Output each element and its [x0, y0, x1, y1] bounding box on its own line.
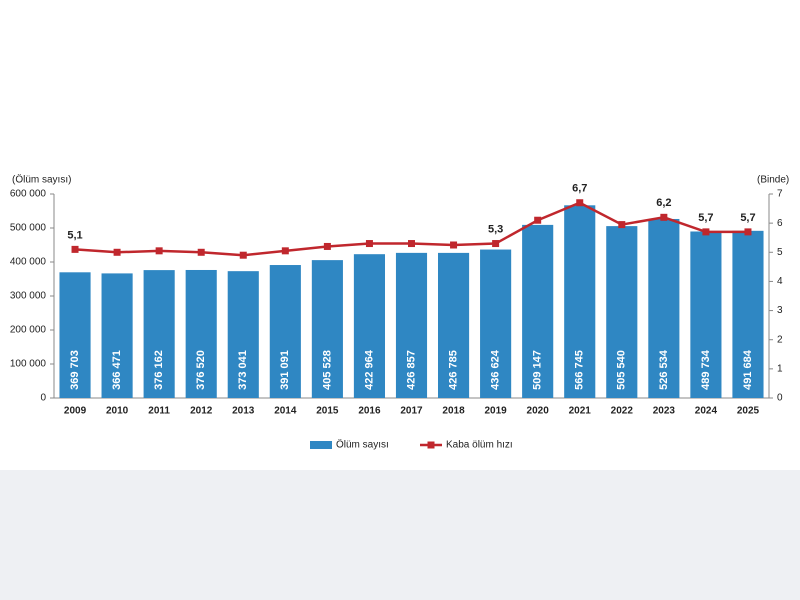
bar-value-label: 391 091 [279, 350, 291, 390]
bar [185, 269, 217, 398]
bar [437, 252, 470, 398]
bar-value-label: 509 147 [532, 350, 544, 390]
y2-tick-label: 4 [777, 276, 783, 287]
bar [311, 260, 343, 398]
x-tick-label: 2015 [316, 406, 339, 417]
y-tick-label: 0 [40, 393, 46, 404]
bar-value-label: 436 624 [490, 349, 502, 390]
y2-axis-label: (Binde) [757, 175, 789, 186]
y2-tick-label: 3 [777, 305, 783, 316]
bar-value-label: 405 528 [321, 350, 333, 390]
line-marker [71, 245, 79, 253]
bar-value-label: 369 703 [69, 350, 81, 390]
line [74, 201, 748, 257]
y2-tick-label: 7 [777, 189, 783, 200]
y2-tick-label: 5 [777, 247, 783, 258]
line-marker [660, 213, 668, 221]
x-tick-label: 2013 [232, 406, 255, 417]
bar-value-label: 376 520 [195, 350, 207, 390]
bar [227, 271, 259, 398]
x-tick-label: 2025 [737, 406, 760, 417]
line-marker [365, 240, 373, 248]
x-tick-label: 2011 [148, 406, 170, 417]
backdrop [0, 470, 800, 600]
x-tick-label: 2009 [64, 406, 87, 417]
bar-value-label: 426 857 [405, 350, 417, 390]
line-marker [323, 242, 331, 250]
bar [353, 254, 386, 398]
bar-value-label: 366 471 [111, 350, 123, 390]
line-value-label: 6,2 [656, 197, 671, 209]
bar [395, 252, 428, 398]
y2-tick-label: 0 [777, 393, 783, 404]
x-tick-label: 2014 [274, 406, 297, 417]
bar [732, 230, 764, 398]
bar [480, 249, 512, 398]
legend-label: Kaba ölüm hızı [446, 440, 513, 451]
y-tick-label: 500 000 [10, 223, 47, 234]
bar [648, 218, 680, 398]
line-marker [239, 251, 247, 259]
y-tick-label: 100 000 [10, 359, 47, 370]
line-value-label: 6,7 [572, 183, 587, 195]
x-tick-label: 2016 [358, 406, 381, 417]
line-marker [702, 228, 710, 236]
line-value-label: 5,7 [740, 212, 755, 224]
x-tick-label: 2019 [484, 406, 507, 417]
line-marker [744, 228, 752, 236]
line-marker [113, 248, 121, 256]
x-tick-label: 2024 [695, 406, 718, 417]
x-tick-label: 2020 [527, 406, 550, 417]
line-marker [576, 199, 584, 207]
y2-tick-label: 1 [777, 363, 783, 374]
x-tick-label: 2022 [611, 406, 634, 417]
line-marker [492, 240, 500, 248]
bar [143, 270, 175, 398]
y-tick-label: 300 000 [10, 291, 47, 302]
bar-value-label: 505 540 [616, 350, 628, 390]
bar-value-label: 422 964 [363, 349, 375, 390]
bar-value-label: 491 684 [742, 349, 754, 390]
bar [564, 205, 596, 398]
bar-value-label: 526 534 [658, 349, 670, 390]
line-marker [197, 248, 205, 256]
line-marker [534, 216, 542, 224]
line-value-label: 5,7 [698, 212, 713, 224]
line-value-label: 5,3 [488, 223, 503, 235]
bar-value-label: 489 734 [700, 349, 712, 390]
x-tick-label: 2012 [190, 406, 213, 417]
y2-tick-label: 6 [777, 218, 783, 229]
bar-value-label: 376 162 [153, 350, 165, 390]
x-tick-label: 2023 [653, 406, 676, 417]
legend-swatch [427, 441, 435, 449]
bar [269, 265, 301, 398]
x-tick-label: 2021 [569, 406, 592, 417]
y-tick-label: 600 000 [10, 189, 47, 200]
bar-value-label: 373 041 [237, 350, 249, 390]
legend-swatch [310, 441, 332, 449]
line-marker [618, 221, 626, 229]
y-axis-label: (Ölüm sayısı) [12, 174, 71, 186]
bar [59, 272, 91, 398]
y2-tick-label: 2 [777, 334, 783, 345]
y-tick-label: 400 000 [10, 257, 47, 268]
legend-label: Ölüm sayısı [336, 439, 389, 451]
x-tick-label: 2018 [442, 406, 465, 417]
bar [522, 224, 554, 398]
line-value-label: 5,1 [67, 229, 82, 241]
x-tick-label: 2017 [400, 406, 423, 417]
line-marker [155, 247, 163, 255]
bar [690, 231, 722, 398]
y-tick-label: 200 000 [10, 325, 47, 336]
line-marker [450, 241, 458, 249]
bar [606, 226, 638, 398]
line-marker [408, 240, 415, 248]
bar-value-label: 426 785 [447, 350, 459, 390]
bar-value-label: 566 745 [574, 350, 586, 390]
line-marker [281, 247, 289, 255]
bar [101, 273, 133, 398]
x-tick-label: 2010 [106, 406, 129, 417]
